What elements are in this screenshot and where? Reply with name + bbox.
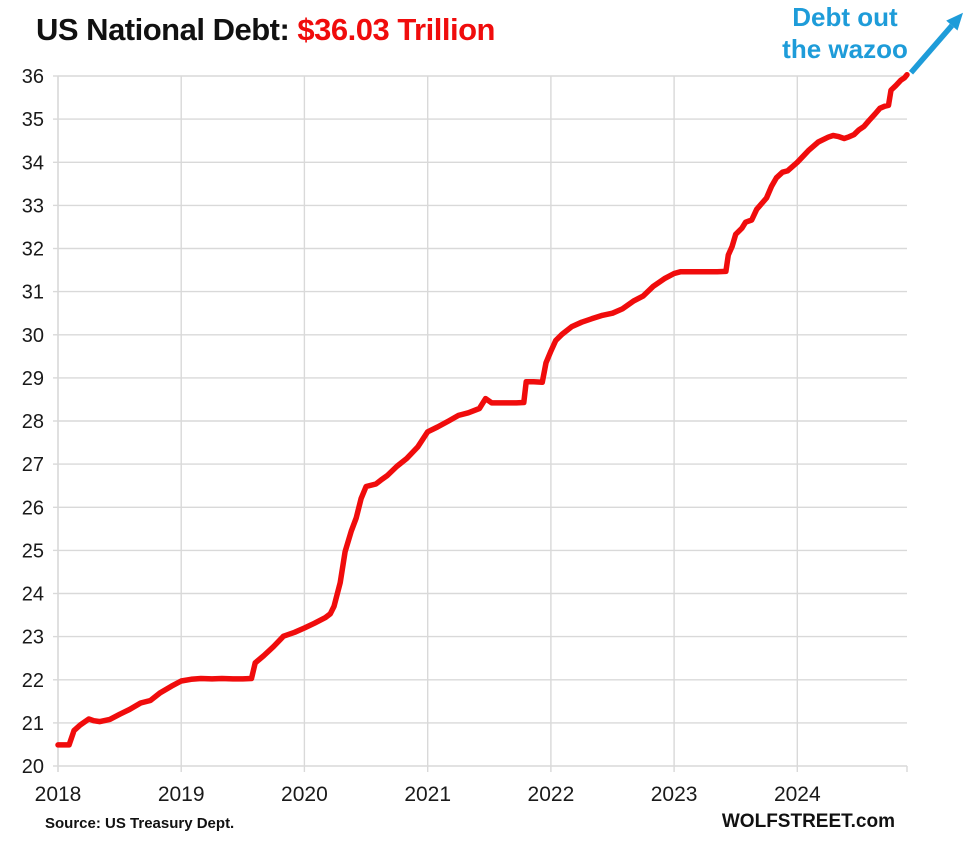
- y-axis-label: 31: [22, 282, 44, 304]
- title-value: $36.03 Trillion: [297, 12, 495, 47]
- y-axis-label: 35: [22, 109, 44, 131]
- y-axis-label: 30: [22, 325, 44, 347]
- x-axis-label: 2023: [651, 783, 698, 806]
- x-axis-label: 2021: [404, 783, 451, 806]
- y-axis-label: 24: [22, 584, 44, 606]
- source-credit: Source: US Treasury Dept.: [45, 815, 235, 832]
- trend-arrow-shaft: [908, 23, 954, 75]
- y-axis-label: 27: [22, 454, 44, 476]
- page-title: US National Debt: $36.03 Trillion: [36, 12, 495, 48]
- y-axis-label: 25: [22, 540, 44, 562]
- y-axis-label: 20: [22, 756, 44, 778]
- y-axis-label: 21: [22, 713, 44, 735]
- y-axis-label: 36: [22, 66, 44, 88]
- debt-line: [55, 71, 910, 748]
- trend-arrow-head: [946, 12, 963, 31]
- y-axis-label: 28: [22, 411, 44, 433]
- y-axis-label: 26: [22, 497, 44, 519]
- y-axis-label: 29: [22, 368, 44, 390]
- x-axis-label: 2019: [158, 783, 205, 806]
- annotation-debt-wazoo: Debt out the wazoo: [765, 1, 925, 65]
- x-axis-label: 2024: [774, 783, 821, 806]
- y-axis-label: 23: [22, 627, 44, 649]
- x-axis-label: 2020: [281, 783, 328, 806]
- annotation-line-2: the wazoo: [782, 34, 908, 64]
- title-text: US National Debt:: [36, 12, 298, 47]
- x-axis-label: 2018: [35, 783, 82, 806]
- wolfstreet-brand: WOLFSTREET.com: [721, 811, 895, 832]
- y-axis-label: 32: [22, 239, 44, 261]
- x-axis-label: 2022: [528, 783, 575, 806]
- y-axis-label: 22: [22, 670, 44, 692]
- y-axis-label: 33: [22, 195, 44, 217]
- y-axis-label: 34: [22, 152, 44, 174]
- annotation-line-1: Debt out: [792, 2, 898, 32]
